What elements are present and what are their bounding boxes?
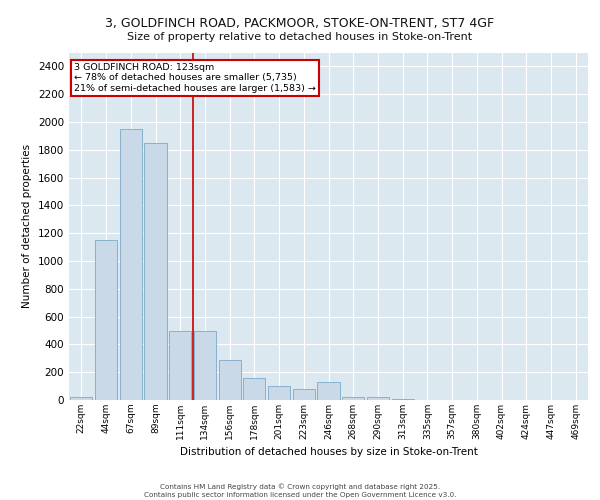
Bar	[367, 397, 389, 400]
Bar	[243, 378, 265, 400]
Bar	[95, 240, 117, 400]
Y-axis label: Number of detached properties: Number of detached properties	[22, 144, 32, 308]
X-axis label: Distribution of detached houses by size in Stoke-on-Trent: Distribution of detached houses by size …	[179, 448, 478, 458]
Bar	[119, 129, 142, 400]
Bar	[293, 389, 315, 400]
Bar	[218, 360, 241, 400]
Text: Contains HM Land Registry data © Crown copyright and database right 2025.
Contai: Contains HM Land Registry data © Crown c…	[144, 483, 456, 498]
Text: 3, GOLDFINCH ROAD, PACKMOOR, STOKE-ON-TRENT, ST7 4GF: 3, GOLDFINCH ROAD, PACKMOOR, STOKE-ON-TR…	[106, 18, 494, 30]
Text: 3 GOLDFINCH ROAD: 123sqm
← 78% of detached houses are smaller (5,735)
21% of sem: 3 GOLDFINCH ROAD: 123sqm ← 78% of detach…	[74, 63, 316, 92]
Bar	[268, 386, 290, 400]
Text: Size of property relative to detached houses in Stoke-on-Trent: Size of property relative to detached ho…	[127, 32, 473, 42]
Bar	[317, 382, 340, 400]
Bar	[145, 143, 167, 400]
Bar	[194, 330, 216, 400]
Bar	[169, 330, 191, 400]
Bar	[70, 397, 92, 400]
Bar	[392, 399, 414, 400]
Bar	[342, 396, 364, 400]
